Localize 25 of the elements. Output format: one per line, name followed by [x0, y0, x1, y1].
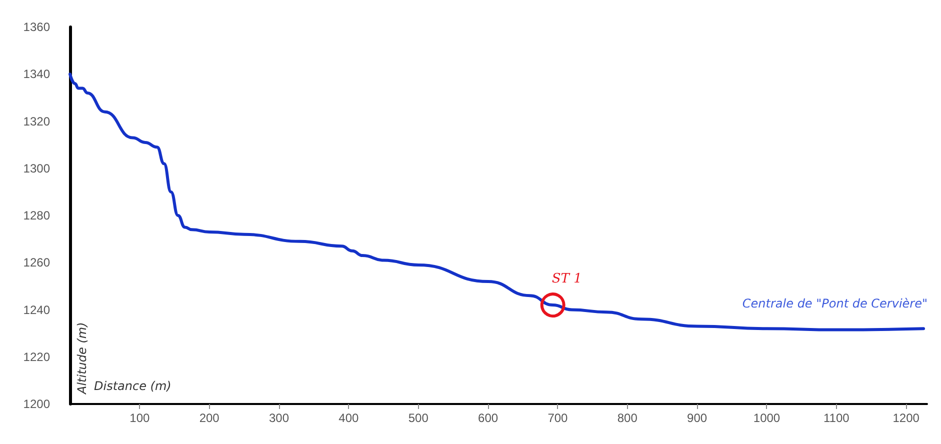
x-tick-label: 300: [269, 411, 290, 425]
x-axis-title: Distance (m): [94, 379, 172, 393]
x-tick-label: 400: [338, 411, 360, 425]
x-tick-label: 500: [408, 411, 429, 425]
x-tick-label: 800: [617, 411, 638, 425]
x-tick-label: 100: [130, 411, 150, 425]
y-axis-title: Altitude (m): [75, 322, 89, 395]
annotation: Centrale de "Pont de Cervière": [742, 296, 928, 311]
y-tick-label: 1200: [23, 397, 50, 411]
x-tick-label: 200: [199, 411, 220, 425]
annotation: ST 1: [552, 272, 582, 287]
x-tick-label: 1200: [892, 411, 920, 425]
y-tick-label: 1340: [23, 67, 50, 82]
x-tick-label: 600: [478, 411, 498, 425]
x-tick-label: 700: [548, 411, 568, 425]
y-tick-label: 1220: [23, 350, 50, 364]
y-tick-label: 1300: [23, 161, 50, 176]
y-tick-label: 1360: [23, 20, 50, 34]
x-tick-label: 900: [687, 411, 708, 425]
y-tick-label: 1320: [23, 114, 50, 128]
y-tick-label: 1260: [23, 256, 50, 270]
x-tick-label: 1100: [824, 411, 850, 425]
y-tick-label: 1280: [23, 208, 50, 222]
x-tick-label: 1000: [753, 411, 780, 425]
y-tick-label: 1240: [23, 302, 50, 317]
